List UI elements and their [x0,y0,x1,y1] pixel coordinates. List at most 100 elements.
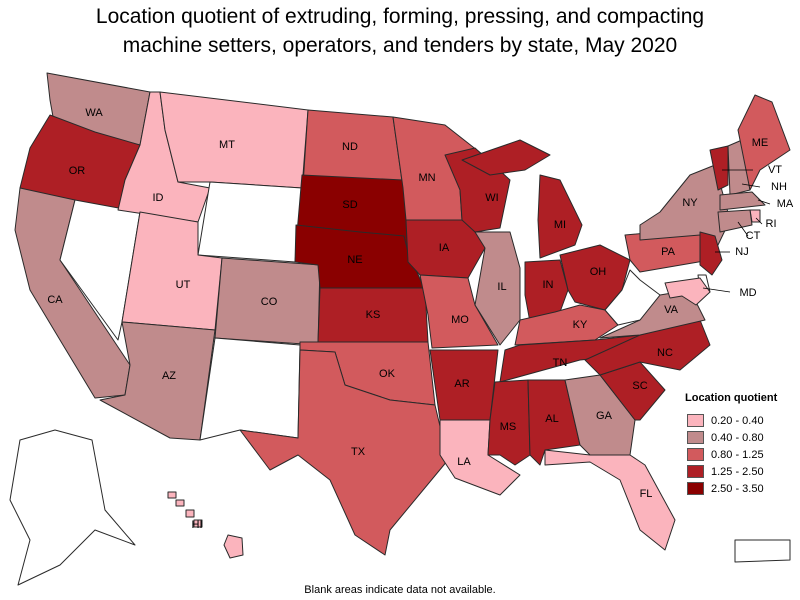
state-mo [419,274,499,349]
state-shape-hi [223,534,244,559]
state-shape-pr [734,539,791,563]
state-label-ks: KS [366,309,381,321]
leader-line-nh [741,183,761,188]
state-shape-mi [461,139,551,176]
state-md [664,277,711,306]
state-hi [167,491,244,559]
map-title-line1: Location quotient of extruding, forming,… [95,5,705,28]
legend: Location quotient 0.20 - 0.40 0.40 - 0.8… [685,392,795,497]
state-label-or: OR [69,165,86,177]
state-shape-wy [197,181,303,263]
legend-item: 0.40 - 0.80 [685,429,795,446]
map-title-line2: machine setters, operators, and tenders … [122,34,678,57]
state-shape-mo [419,274,499,349]
state-shape-me [737,94,791,191]
state-label-ut: UT [176,279,191,291]
state-shape-ak [9,429,136,586]
state-ak [9,429,136,586]
labels-layer: WA OR CA ID MT UT AZ CO ND SD NE KS OK TX MN IA MO AR LA WI… [47,107,794,531]
state-label-la: LA [457,456,471,468]
state-shape-ma [719,191,766,211]
state-label-nj: NJ [735,246,748,258]
state-label-ky: KY [573,319,588,331]
state-shape-wv [604,269,661,326]
state-label-il: IL [497,281,506,293]
state-shape-fl [544,449,676,551]
states-layer [9,72,791,586]
state-shape-nm [199,337,301,441]
state-fl [544,449,676,551]
leader-line-ri [755,217,763,225]
state-label-oh: OH [590,266,607,278]
legend-item: 0.20 - 0.40 [685,412,795,429]
legend-label: 0.20 - 0.40 [711,414,764,427]
state-label-me: ME [752,137,769,149]
legend-swatch [687,431,704,444]
state-shape-hi [193,519,203,528]
state-il [474,231,521,346]
state-shape-il [474,231,521,346]
state-label-nh: NH [771,181,787,193]
legend-label: 0.80 - 1.25 [711,448,764,461]
state-label-az: AZ [162,370,176,382]
state-label-ri: RI [766,218,777,230]
leader-line-ma [757,199,771,205]
state-label-sc: SC [632,380,647,392]
map-title: Location quotient of extruding, forming,… [0,2,800,60]
state-shape-mi [537,174,583,259]
state-label-ia: IA [439,242,450,254]
state-label-nc: NC [657,347,673,359]
leader-line-md [702,287,731,293]
state-label-mn: MN [418,172,435,184]
state-label-in: IN [543,279,554,291]
state-nm [199,337,301,441]
state-label-id: ID [153,192,164,204]
state-shape-hi [175,499,185,507]
legend-swatch [687,448,704,461]
state-shape-vt [709,145,729,191]
legend-label: 1.25 - 2.50 [711,465,764,478]
state-label-ct: CT [746,230,761,242]
leader-line-ct [737,221,749,237]
state-shape-ct [717,209,753,233]
state-shape-tx [239,349,449,556]
state-label-ar: AR [454,378,469,390]
state-label-ok: OK [379,368,396,380]
state-label-nd: ND [342,141,358,153]
footnote: Blank areas indicate data not available. [304,584,496,596]
state-label-wa: WA [85,107,103,119]
state-label-va: VA [664,304,679,316]
state-mi [461,139,583,259]
state-label-ny: NY [682,197,698,209]
state-label-mo: MO [451,314,469,326]
state-label-fl: FL [640,488,653,500]
state-label-al: AL [545,413,558,425]
legend-item: 1.25 - 2.50 [685,463,795,480]
state-label-pa: PA [661,246,676,258]
state-label-tx: TX [351,446,366,458]
legend-swatch [687,482,704,495]
legend-swatch [687,465,704,478]
state-shape-md [664,277,711,306]
state-label-mi: MI [554,219,566,231]
legend-item: 2.50 - 3.50 [685,480,795,497]
state-tx [239,349,449,556]
state-label-ma: MA [777,198,794,210]
state-label-tn: TN [553,357,568,369]
state-shape-az [99,321,216,441]
state-vt [709,145,729,191]
state-label-ga: GA [596,410,613,422]
state-ct [717,209,753,233]
state-label-co: CO [261,296,278,308]
state-shape-nj [699,231,723,276]
legend-item: 0.80 - 1.25 [685,446,795,463]
state-label-ne: NE [347,254,362,266]
state-me [737,94,791,191]
state-shape-hi [185,509,195,518]
state-label-md: MD [739,287,756,299]
state-label-mt: MT [219,139,235,151]
state-pr [734,539,791,563]
legend-label: 2.50 - 3.50 [711,482,764,495]
state-az [99,321,216,441]
